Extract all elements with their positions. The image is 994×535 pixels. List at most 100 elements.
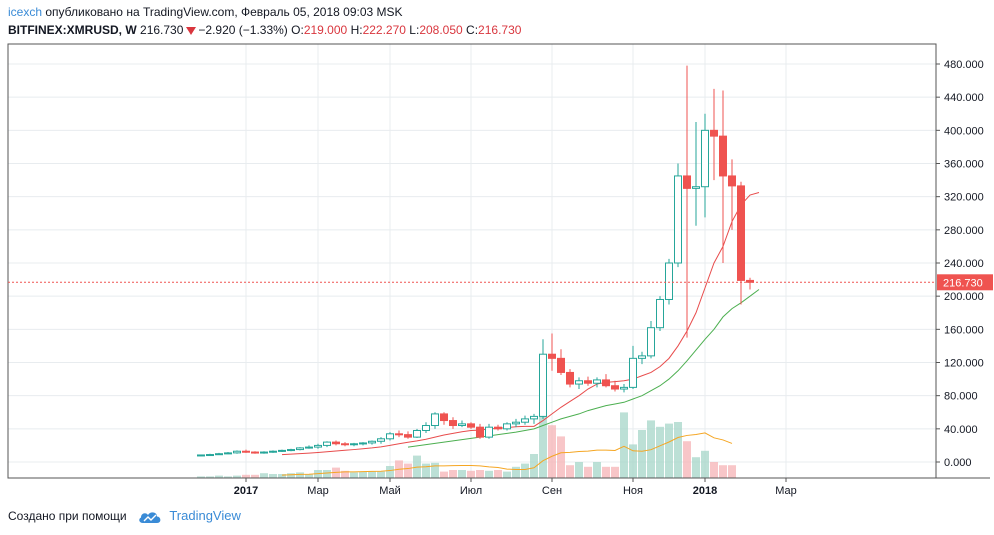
candle[interactable]: [521, 415, 529, 425]
low-label: L:: [409, 23, 420, 37]
candle[interactable]: [305, 445, 313, 449]
price-tick-label: 40.000: [944, 424, 978, 436]
candle[interactable]: [332, 440, 340, 446]
candle[interactable]: [485, 423, 493, 439]
candle[interactable]: [359, 442, 367, 446]
candle[interactable]: [224, 452, 232, 455]
candle[interactable]: [719, 90, 727, 263]
candle[interactable]: [629, 345, 637, 390]
tradingview-brand-link[interactable]: TradingView: [169, 508, 241, 523]
candle-body: [548, 353, 556, 359]
candle[interactable]: [665, 258, 673, 305]
candle[interactable]: [710, 88, 718, 181]
candle[interactable]: [512, 418, 520, 428]
high-value: 222.270: [362, 23, 406, 37]
candle[interactable]: [692, 122, 700, 226]
candle-body: [242, 450, 250, 453]
footer: Создано при помощи TradingView: [8, 506, 241, 526]
candle-body: [341, 443, 349, 446]
candle[interactable]: [584, 376, 592, 386]
candle[interactable]: [458, 420, 466, 428]
low-value: 208.050: [419, 23, 463, 37]
candle[interactable]: [350, 442, 358, 447]
candle[interactable]: [566, 369, 574, 388]
candle[interactable]: [440, 412, 448, 425]
candles[interactable]: [197, 65, 754, 457]
candle[interactable]: [377, 437, 385, 444]
candle[interactable]: [449, 417, 457, 429]
candle[interactable]: [260, 451, 268, 454]
candle[interactable]: [278, 449, 286, 453]
candle[interactable]: [269, 450, 277, 453]
volume-bar: [422, 463, 430, 478]
candle-body: [449, 420, 457, 427]
candle[interactable]: [620, 384, 628, 393]
candle[interactable]: [395, 430, 403, 438]
volume-bar: [287, 473, 295, 478]
price-chart[interactable]: 480.000 440.000 400.000 360.000 320.000 280.0…: [0, 0, 994, 500]
candle-body: [593, 379, 601, 384]
candle[interactable]: [701, 113, 709, 218]
grid: [8, 44, 936, 478]
candle[interactable]: [647, 321, 655, 359]
candle[interactable]: [431, 412, 439, 429]
candle[interactable]: [611, 380, 619, 392]
volume-bar: [440, 471, 448, 478]
candle[interactable]: [476, 423, 484, 439]
candle[interactable]: [638, 351, 646, 365]
candle[interactable]: [323, 441, 331, 448]
candle[interactable]: [197, 454, 205, 457]
candle[interactable]: [341, 442, 349, 447]
candle[interactable]: [539, 339, 547, 419]
candle[interactable]: [233, 450, 241, 454]
volume-bar: [350, 472, 358, 478]
candle[interactable]: [746, 277, 754, 290]
candle[interactable]: [494, 424, 502, 431]
created-with-label: Создано при помощи: [8, 509, 127, 523]
candle[interactable]: [242, 449, 250, 453]
candle[interactable]: [386, 432, 394, 441]
volume-bars: [197, 399, 736, 478]
time-axis[interactable]: 2017 Мар Май Июл Сен Ноя 2018 Мар: [234, 478, 797, 497]
candle[interactable]: [593, 377, 601, 388]
candle[interactable]: [404, 431, 412, 439]
volume-bar: [197, 476, 205, 478]
candle[interactable]: [548, 333, 556, 371]
candle-body: [476, 426, 484, 438]
tradingview-cloud-icon: [139, 512, 161, 523]
volume-bar: [305, 474, 313, 478]
candle[interactable]: [557, 349, 565, 375]
candle[interactable]: [674, 163, 682, 268]
candle[interactable]: [251, 451, 259, 454]
candle[interactable]: [215, 452, 223, 456]
candle[interactable]: [368, 440, 376, 445]
candle[interactable]: [602, 374, 610, 388]
volume-bar: [377, 471, 385, 478]
candle[interactable]: [314, 443, 322, 449]
candle[interactable]: [296, 447, 304, 451]
candle[interactable]: [467, 422, 475, 429]
candle[interactable]: [287, 448, 295, 452]
candle[interactable]: [206, 453, 214, 457]
candle[interactable]: [575, 377, 583, 390]
candle[interactable]: [656, 296, 664, 331]
candle[interactable]: [683, 65, 691, 338]
candle[interactable]: [530, 413, 538, 424]
candle[interactable]: [728, 159, 736, 230]
author-link[interactable]: icexch: [8, 5, 43, 19]
time-tick-label: Июл: [460, 485, 482, 497]
candle[interactable]: [503, 422, 511, 431]
candle-body: [368, 440, 376, 444]
price-tick-label: 240.000: [944, 258, 984, 270]
candle-body: [422, 425, 430, 431]
candle-body: [656, 298, 664, 329]
volume-bar: [296, 472, 304, 478]
candle[interactable]: [737, 181, 745, 305]
candle[interactable]: [422, 422, 430, 433]
chart-header: icexch опубликовано на TradingView.com, …: [8, 3, 988, 39]
open-value: 219.000: [303, 23, 348, 37]
price-axis[interactable]: 480.000 440.000 400.000 360.000 320.000 280.0…: [936, 59, 984, 469]
time-tick-label: Мар: [775, 485, 797, 497]
candle-body: [530, 415, 538, 420]
candle[interactable]: [413, 428, 421, 438]
